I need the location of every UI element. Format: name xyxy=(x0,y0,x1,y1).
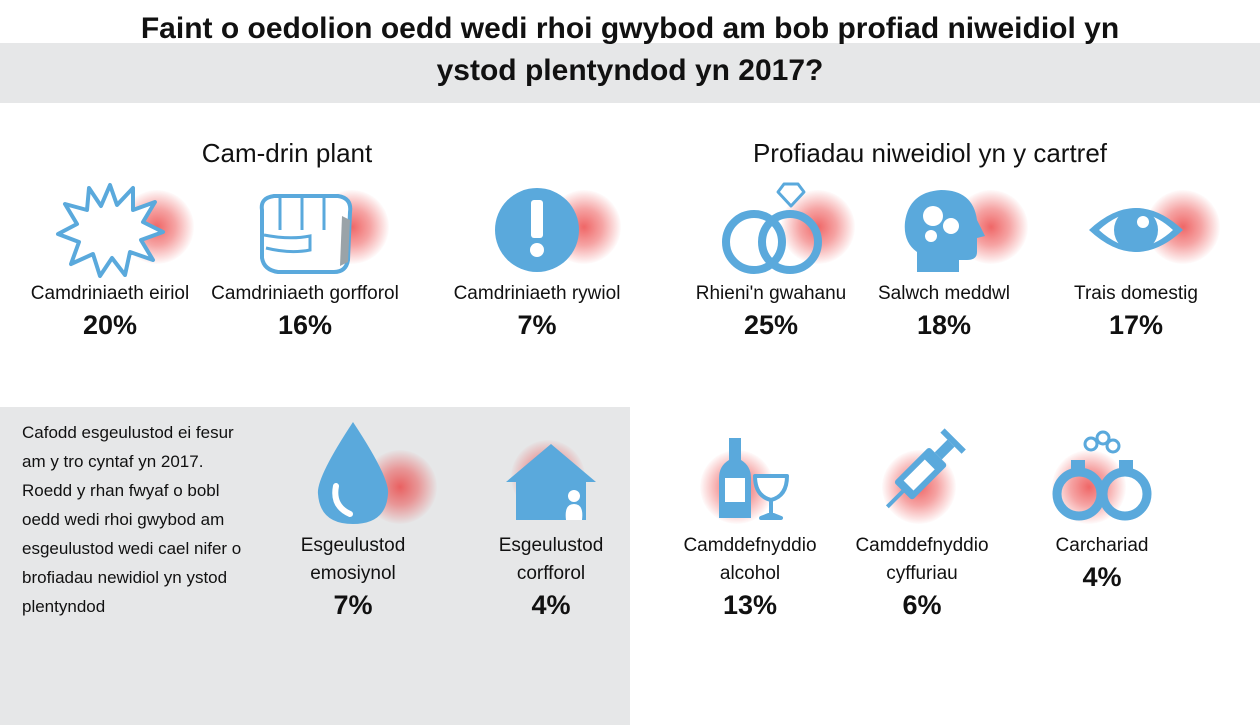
title-band xyxy=(0,43,1260,103)
rings-icon xyxy=(722,182,822,274)
item-physical-neglect: Esgeulustod corfforol 4% xyxy=(441,420,661,622)
item-label: Camdriniaeth rywiol xyxy=(453,283,621,304)
item-label-line2: corfforol xyxy=(516,563,586,584)
house-icon xyxy=(506,444,596,520)
fist-icon xyxy=(259,194,353,274)
item-label: Camdriniaeth gorfforol xyxy=(211,283,399,304)
item-label: Salwch meddwl xyxy=(878,283,1010,304)
page-title-line2: ystod plentyndod yn 2017? xyxy=(436,54,824,87)
item-value: 18% xyxy=(916,310,972,340)
item-label-line2: emosiynol xyxy=(310,563,396,584)
item-value: 13% xyxy=(722,590,778,620)
item-label-line2: cyffuriau xyxy=(886,563,958,584)
item-value: 17% xyxy=(1108,310,1164,340)
item-label: Rhieni'n gwahanu xyxy=(695,283,847,304)
section-heading-abuse: Cam-drin plant xyxy=(201,138,373,168)
item-value: 4% xyxy=(531,590,571,620)
item-value: 7% xyxy=(517,310,557,340)
item-value: 20% xyxy=(82,310,138,340)
item-physical-abuse: Camdriniaeth gorfforol 16% xyxy=(195,180,415,342)
item-label: Carchariad xyxy=(1055,535,1149,556)
page-title-line1: Faint o oedolion oedd wedi rhoi gwybod a… xyxy=(140,12,1120,45)
item-mental-illness: Salwch meddwl 18% xyxy=(834,180,1054,342)
item-label-line1: Esgeulustod xyxy=(498,535,604,556)
item-value: 25% xyxy=(743,310,799,340)
item-emotional-neglect: Esgeulustod emosiynol 7% xyxy=(243,420,463,622)
item-domestic-violence: Trais domestig 17% xyxy=(1026,180,1246,342)
item-value: 4% xyxy=(1082,562,1122,592)
item-label-line1: Camddefnyddio xyxy=(683,535,817,556)
eye-icon xyxy=(1089,208,1183,252)
item-label-line1: Esgeulustod xyxy=(300,535,406,556)
section-heading-home: Profiadau niweidiol yn y cartref xyxy=(752,138,1108,168)
item-sexual-abuse: Camdriniaeth rywiol 7% xyxy=(427,180,647,342)
item-verbal-abuse: Camdriniaeth eiriol 20% xyxy=(0,180,220,342)
handcuffs-icon xyxy=(1052,430,1152,521)
item-label: Trais domestig xyxy=(1074,283,1198,304)
item-label-line1: Camddefnyddio xyxy=(855,535,989,556)
item-value: 6% xyxy=(902,590,942,620)
neglect-note: Cafodd esgeulustod ei fesur am y tro cyn… xyxy=(22,423,242,616)
droplet-icon xyxy=(317,422,389,524)
item-parental-separation: Rhieni'n gwahanu 25% xyxy=(661,180,881,342)
speech-burst-icon xyxy=(56,183,165,278)
item-drug-misuse: Camddefnyddio cyffuriau 6% xyxy=(812,420,1032,622)
item-label-line2: alcohol xyxy=(719,563,781,584)
bottle-glass-icon xyxy=(719,438,789,520)
item-value: 7% xyxy=(333,590,373,620)
page-title: Faint o oedolion oedd wedi rhoi gwybod a… xyxy=(0,8,1260,92)
syringe-icon xyxy=(885,428,966,509)
head-puzzle-icon xyxy=(904,190,985,272)
item-label: Camdriniaeth eiriol xyxy=(30,283,190,304)
item-value: 16% xyxy=(277,310,333,340)
item-alcohol-misuse: Camddefnyddio alcohol 13% xyxy=(640,420,860,622)
item-imprisonment: Carchariad 4% xyxy=(992,420,1212,594)
exclamation-icon xyxy=(495,188,579,272)
